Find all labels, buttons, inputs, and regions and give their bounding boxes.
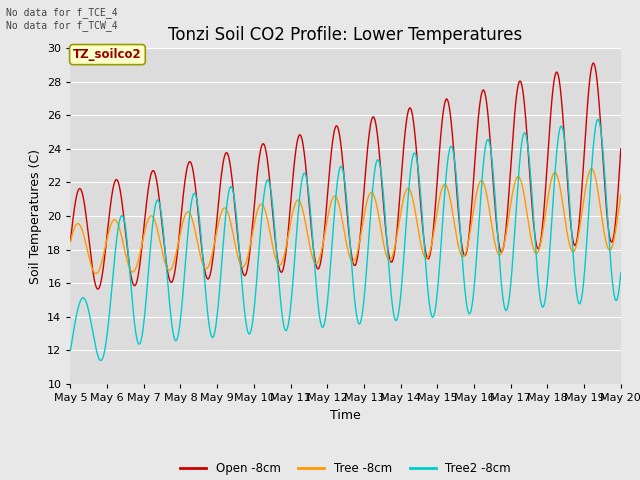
Text: No data for f_TCW_4: No data for f_TCW_4 [6, 20, 118, 31]
Legend: Open -8cm, Tree -8cm, Tree2 -8cm: Open -8cm, Tree -8cm, Tree2 -8cm [176, 457, 515, 480]
Text: No data for f_TCE_4: No data for f_TCE_4 [6, 7, 118, 18]
X-axis label: Time: Time [330, 408, 361, 421]
Y-axis label: Soil Temperatures (C): Soil Temperatures (C) [29, 148, 42, 284]
Title: Tonzi Soil CO2 Profile: Lower Temperatures: Tonzi Soil CO2 Profile: Lower Temperatur… [168, 25, 523, 44]
Text: TZ_soilco2: TZ_soilco2 [73, 48, 142, 61]
